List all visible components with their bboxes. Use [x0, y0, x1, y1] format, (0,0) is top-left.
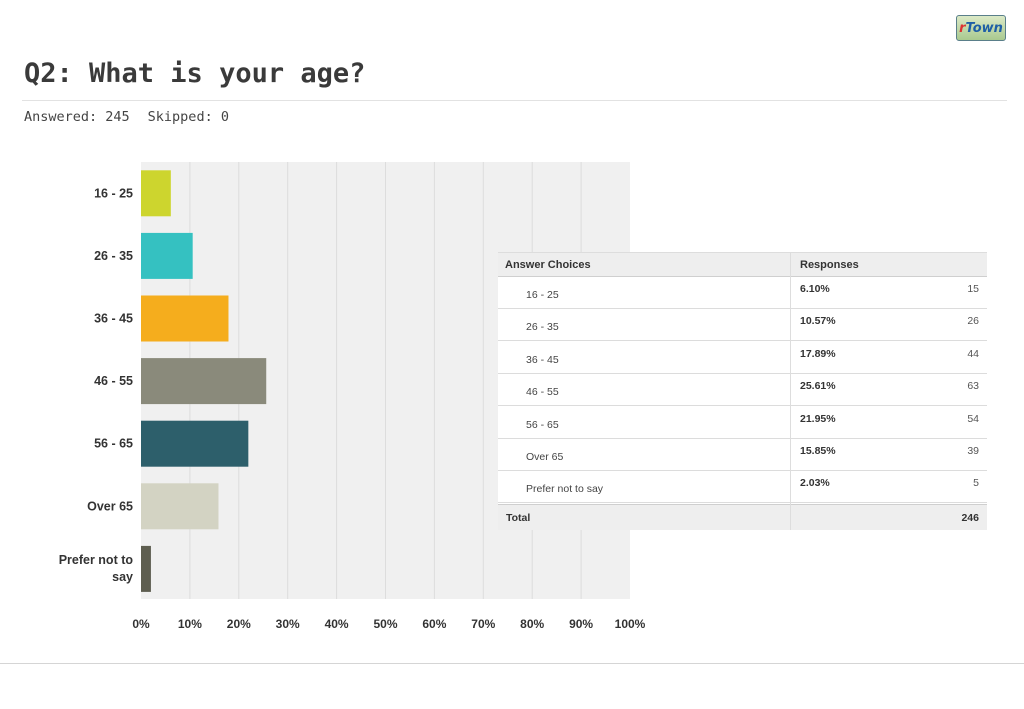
bar — [141, 483, 219, 530]
answer-choice: 46 - 55 — [526, 386, 559, 399]
response-percent: 15.85% — [800, 445, 836, 457]
total-value: 246 — [961, 512, 979, 524]
category-label: 36 - 45 — [94, 312, 133, 326]
bar — [141, 420, 249, 467]
table-row: 46 - 55 25.61% 63 — [498, 374, 987, 407]
table-total-row: Total 246 — [498, 504, 987, 530]
bar — [141, 232, 193, 279]
response-percent: 10.57% — [800, 315, 836, 328]
category-label: 46 - 55 — [94, 374, 133, 388]
column-divider — [790, 252, 791, 530]
response-count: 26 — [967, 315, 979, 328]
x-tick-label: 100% — [615, 617, 646, 631]
x-tick-label: 70% — [471, 617, 495, 631]
table-row: 26 - 35 10.57% 26 — [498, 309, 987, 342]
total-label: Total — [506, 512, 531, 524]
table-row: 36 - 45 17.89% 44 — [498, 342, 987, 374]
answer-choice: Over 65 — [526, 451, 564, 463]
rtown-logo: r Town — [956, 15, 1006, 41]
x-tick-label: 10% — [178, 617, 202, 631]
x-tick-label: 40% — [325, 617, 349, 631]
title-divider — [22, 100, 1007, 101]
category-label: 26 - 35 — [94, 249, 133, 263]
table-row: 56 - 65 21.95% 54 — [498, 407, 987, 439]
x-tick-label: 20% — [227, 617, 251, 631]
bar — [141, 545, 151, 592]
x-tick-label: 0% — [132, 617, 150, 631]
category-label: 16 - 25 — [94, 186, 133, 200]
table-header: Answer Choices Responses — [498, 252, 987, 277]
response-stats: Answered: 245 Skipped: 0 — [24, 109, 229, 125]
bar — [141, 295, 229, 342]
answer-choice: 26 - 35 — [526, 321, 559, 334]
answer-choice: Prefer not to say — [526, 483, 604, 496]
response-count: 54 — [967, 412, 979, 425]
bar — [141, 170, 171, 217]
response-percent: 6.10% — [800, 283, 830, 295]
logo-text: Town — [965, 20, 1003, 36]
table-row: 16 - 25 6.10% 15 — [498, 277, 987, 309]
response-count: 44 — [967, 347, 979, 360]
answer-choice: 36 - 45 — [526, 353, 559, 366]
table-row: Prefer not to say 2.03% 5 — [498, 471, 987, 504]
x-tick-label: 30% — [276, 617, 300, 631]
answer-choice: 56 - 65 — [526, 418, 559, 431]
header-responses: Responses — [800, 259, 859, 271]
category-label: Over 65 — [87, 499, 133, 513]
footer-divider — [0, 663, 1024, 664]
response-count: 39 — [967, 445, 979, 457]
skipped-count: Skipped: 0 — [147, 109, 229, 125]
response-count: 5 — [973, 477, 979, 490]
x-tick-label: 90% — [569, 617, 593, 631]
x-tick-label: 50% — [373, 617, 397, 631]
responses-table: Answer Choices Responses 16 - 25 6.10% 15 2… — [498, 252, 987, 530]
response-percent: 2.03% — [800, 477, 830, 490]
table-row: Over 65 15.85% 39 — [498, 439, 987, 471]
answer-choice: 16 - 25 — [526, 289, 559, 301]
question-title: Q2: What is your age? — [24, 58, 366, 89]
answered-count: Answered: 245 — [24, 109, 130, 125]
header-answer-choices: Answer Choices — [505, 259, 591, 271]
x-tick-label: 60% — [422, 617, 446, 631]
bar — [141, 358, 267, 405]
response-count: 15 — [967, 283, 979, 295]
response-percent: 21.95% — [800, 412, 836, 425]
response-percent: 17.89% — [800, 347, 836, 360]
x-tick-label: 80% — [520, 617, 544, 631]
response-percent: 25.61% — [800, 380, 836, 393]
response-count: 63 — [967, 380, 979, 393]
category-label: 56 - 65 — [94, 437, 133, 451]
logo-prefix: r — [959, 20, 966, 36]
category-label: Prefer not to say — [59, 553, 134, 584]
